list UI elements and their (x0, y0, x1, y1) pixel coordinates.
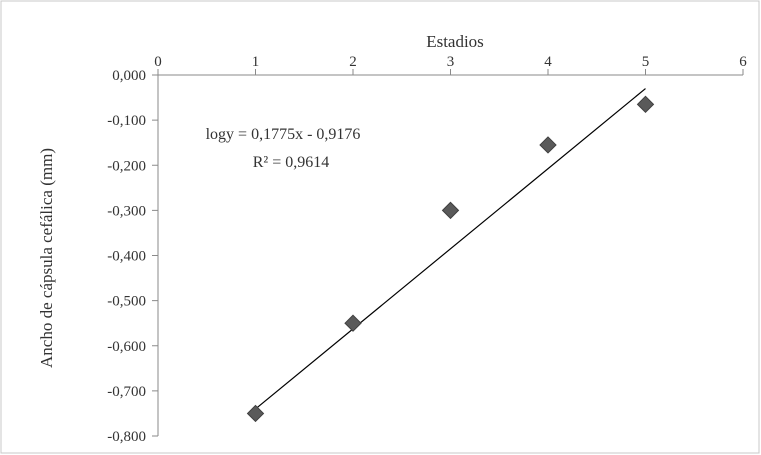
data-point-diamond (246, 404, 265, 423)
x-tick-label: 5 (642, 54, 650, 70)
chart-title: Estadios (426, 32, 484, 51)
x-tick-label: 6 (739, 54, 747, 70)
data-point-diamond (441, 201, 460, 220)
y-axis-ticks: 0,000 -0,100 -0,200 -0,300 -0,400 -0,500 -0,60… (107, 68, 158, 445)
y-tick-label: -0,100 (107, 113, 146, 129)
x-tick-label: 3 (447, 54, 455, 70)
y-tick-label: -0,400 (107, 249, 146, 265)
data-point-diamond (344, 314, 362, 332)
x-axis-ticks: 0 1 2 3 4 5 6 (154, 54, 747, 75)
y-tick-label: -0,800 (107, 429, 146, 445)
trendline (255, 88, 646, 410)
r-squared-label: R² = 0,9614 (253, 154, 330, 171)
data-point-diamond (539, 136, 557, 154)
x-tick-label: 2 (349, 54, 357, 70)
y-tick-label: -0,500 (107, 294, 146, 310)
y-axis-label: Ancho de cápsula cefálica (mm) (37, 148, 56, 368)
y-tick-label: 0,000 (112, 68, 146, 84)
trendline-equation: logy = 0,1775x - 0,9176 (206, 126, 361, 143)
y-tick-label: -0,600 (107, 339, 146, 355)
y-tick-label: -0,300 (107, 203, 146, 219)
x-tick-label: 0 (154, 54, 162, 70)
y-tick-label: -0,200 (107, 158, 146, 174)
trendline-layer (255, 88, 646, 410)
y-tick-label: -0,700 (107, 384, 146, 400)
data-points (246, 95, 655, 423)
x-tick-label: 1 (252, 54, 260, 70)
x-tick-label: 4 (544, 54, 552, 70)
data-point-diamond (636, 95, 655, 114)
